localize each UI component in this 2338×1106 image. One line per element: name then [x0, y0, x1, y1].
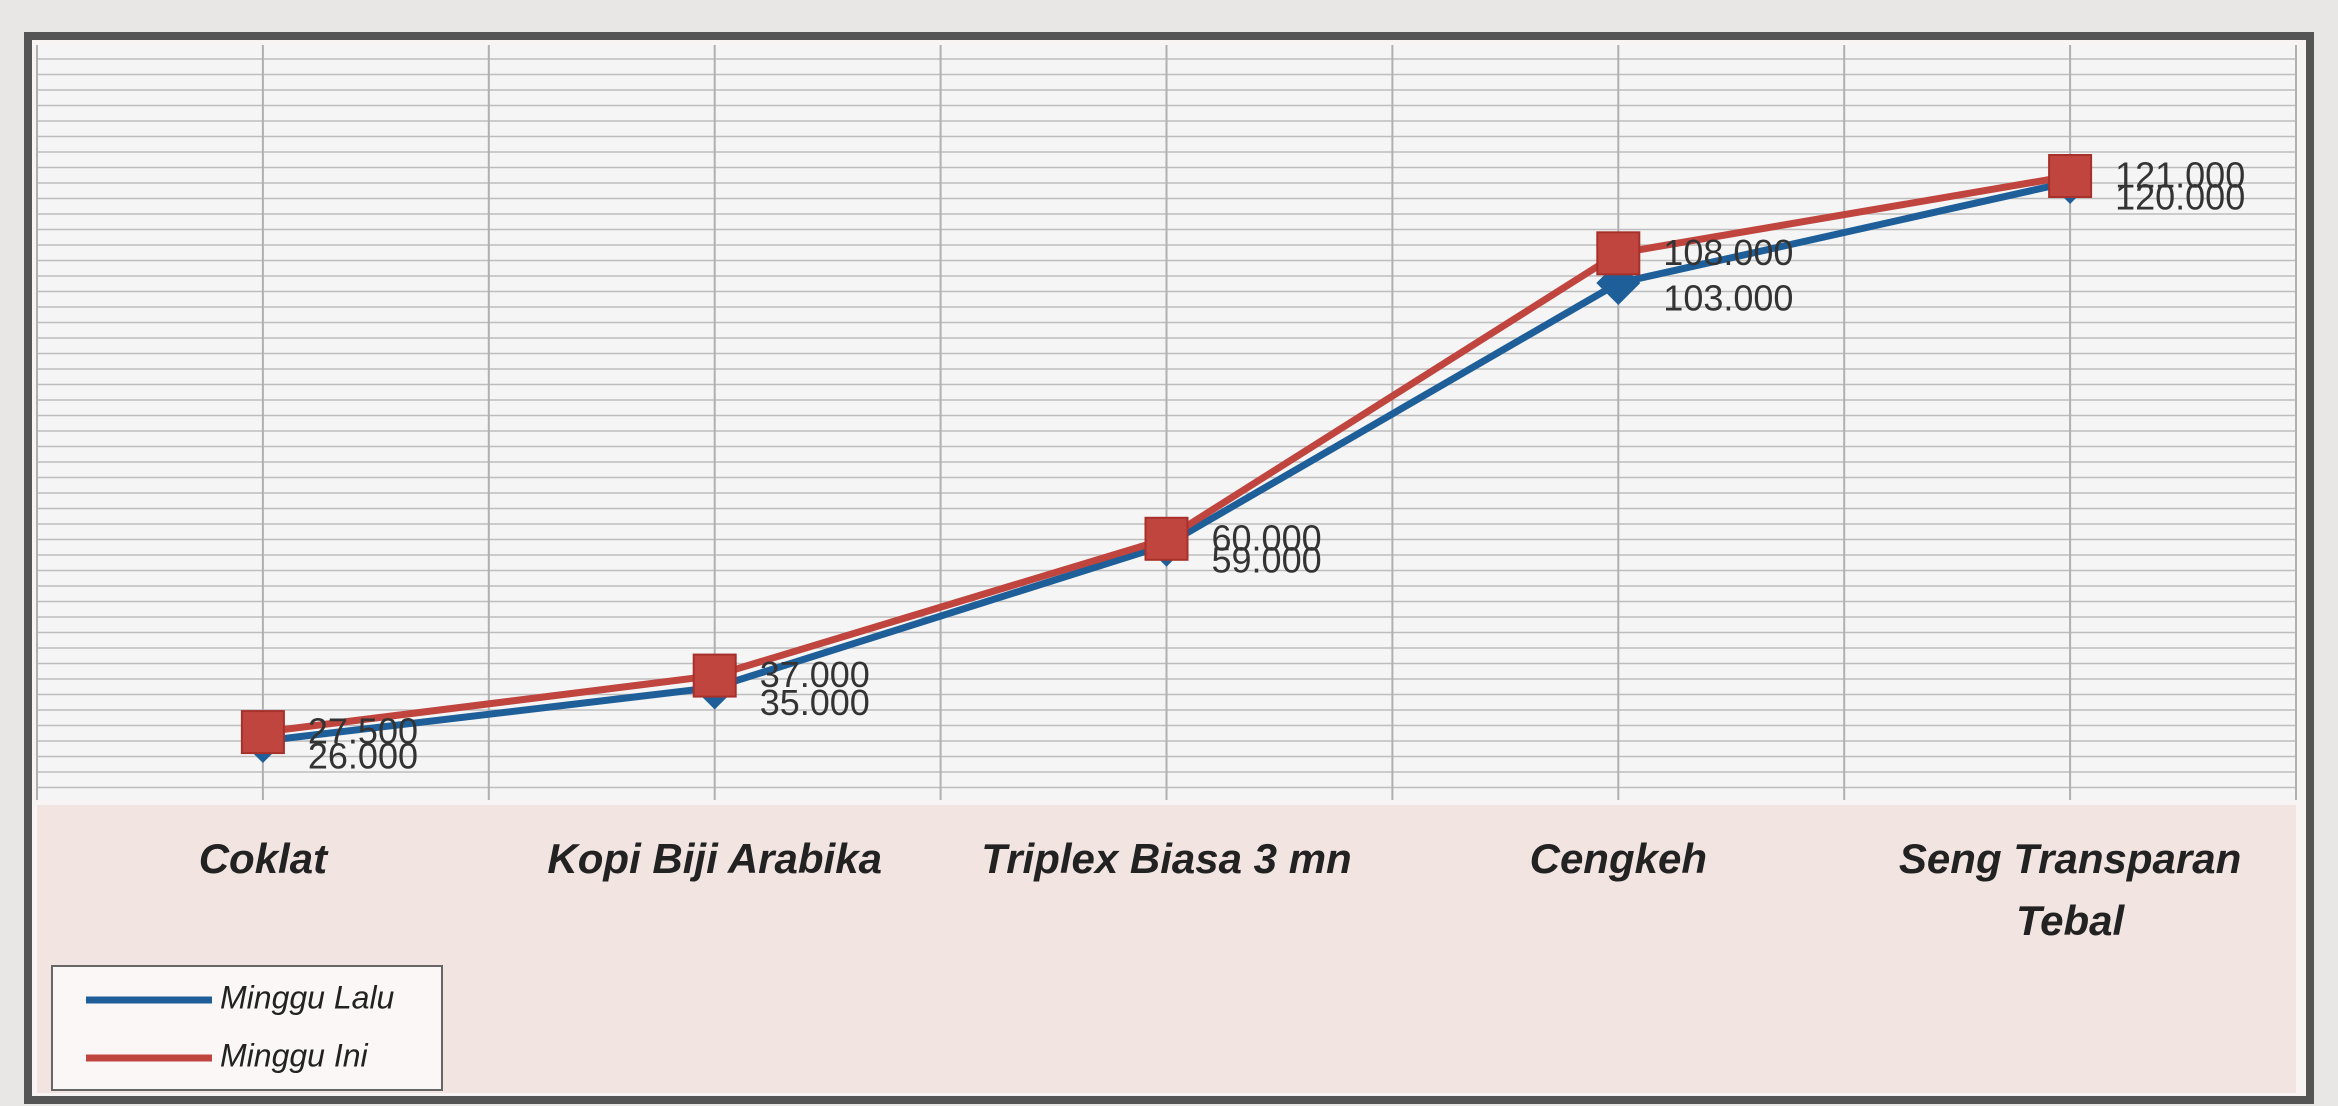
data-point	[240, 710, 285, 755]
x-tick-label: Triplex Biasa 3 mn	[981, 835, 1352, 882]
data-point	[2048, 154, 2093, 198]
data-label: 27.500	[308, 711, 418, 752]
data-point	[692, 653, 737, 698]
data-label: 120.000	[2115, 176, 2245, 217]
data-point	[1596, 231, 1641, 276]
data-label: 60.000	[1212, 517, 1322, 558]
x-tick-label: Coklat	[198, 835, 328, 882]
data-label: 35.000	[760, 682, 870, 723]
data-label: 108.000	[1663, 232, 1793, 273]
lines: 26.000 35.000 59.000 103.000 120.000 27.500 37…	[136, 154, 2245, 1071]
legend-label: Minggu Ini	[220, 1037, 369, 1073]
x-tick-label: Seng Transparan Tebal	[1898, 835, 2242, 944]
legend-label: Minggu Lalu	[220, 979, 395, 1015]
data-point	[1144, 516, 1189, 561]
data-label: 37.000	[760, 654, 870, 695]
legend-box	[51, 965, 443, 1091]
x-tick-label: Kopi Biji Arabika	[547, 835, 882, 882]
data-label: 26.000	[308, 736, 418, 777]
data-label: 103.000	[1663, 278, 1793, 319]
data-label: 121.000	[2115, 155, 2245, 196]
x-tick-label: Cengkeh	[1529, 835, 1707, 882]
data-label: 59.000	[1212, 539, 1322, 580]
grid	[36, 45, 2297, 800]
